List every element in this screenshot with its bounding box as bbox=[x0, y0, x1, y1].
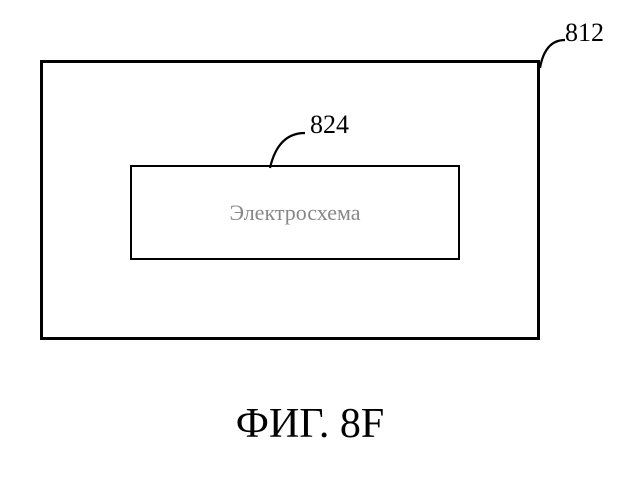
figure-caption: ФИГ. 8F bbox=[0, 400, 620, 448]
ref-label-824: 824 bbox=[310, 110, 349, 140]
ref-connector-812 bbox=[530, 35, 570, 73]
ref-label-812: 812 bbox=[565, 18, 604, 48]
inner-box: Электросхема bbox=[130, 165, 460, 260]
inner-box-label: Электросхема bbox=[229, 200, 360, 226]
ref-connector-824 bbox=[260, 128, 310, 170]
